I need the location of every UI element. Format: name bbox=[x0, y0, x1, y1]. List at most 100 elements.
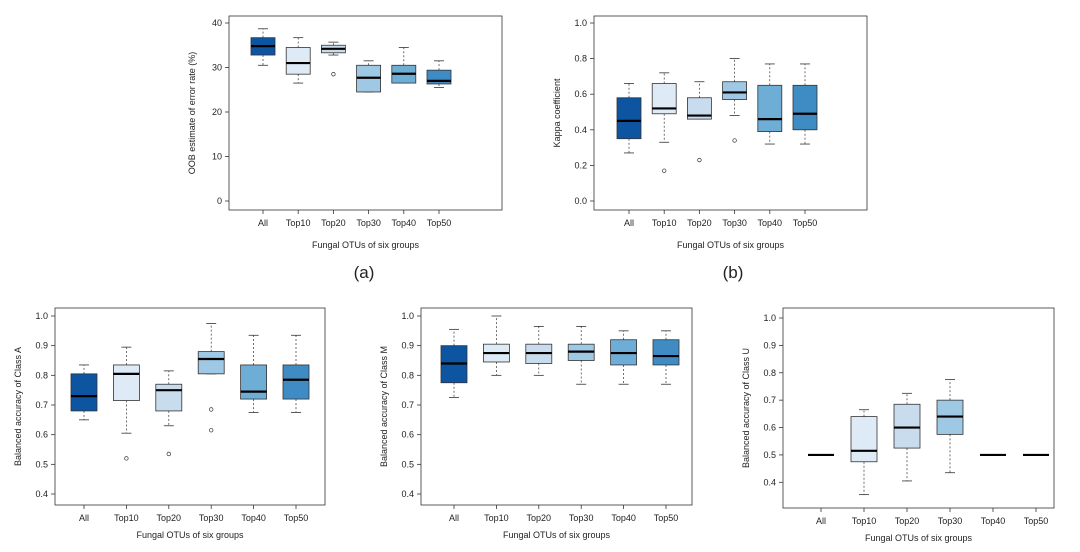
outlier-point bbox=[124, 456, 129, 461]
x-tick-label: All bbox=[79, 513, 89, 523]
x-tick-label: Top50 bbox=[654, 513, 679, 523]
x-tick-label: Top20 bbox=[157, 513, 182, 523]
outlier-point bbox=[732, 138, 737, 143]
y-tick-label: 0.7 bbox=[401, 400, 414, 410]
chart-panel: 0.4 0.5 0.6 0.7 0.8 0.9 1.0 Balanced accuracy o… bbox=[13, 307, 326, 540]
box bbox=[616, 97, 642, 140]
x-tick-label: Top10 bbox=[114, 513, 139, 523]
x-tick-label: All bbox=[816, 516, 826, 526]
y-tick-label: 0.6 bbox=[401, 430, 414, 440]
chart-panel: 0.0 0.2 0.4 0.6 0.8 1.0 Kappa coefficient All To… bbox=[552, 15, 868, 250]
y-tick-label: 0.7 bbox=[763, 395, 776, 405]
x-tick-label: All bbox=[624, 218, 634, 228]
chart-panel: 0.4 0.5 0.6 0.7 0.8 0.9 1.0 Balanced accuracy o… bbox=[741, 307, 1055, 543]
y-tick-label: 0.5 bbox=[763, 450, 776, 460]
outlier-point bbox=[209, 407, 214, 412]
y-tick-label: 0.0 bbox=[574, 196, 587, 206]
y-tick-label: 0.9 bbox=[35, 341, 48, 351]
y-tick-label: 0.9 bbox=[763, 340, 776, 350]
x-tick-label: Top10 bbox=[852, 516, 877, 526]
box bbox=[722, 81, 747, 100]
outlier-point bbox=[662, 168, 667, 173]
panel-label-a: (a) bbox=[354, 263, 375, 282]
y-tick-label: 1.0 bbox=[35, 311, 48, 321]
y-tick-label: 0 bbox=[217, 196, 222, 206]
y-tick-label: 0.4 bbox=[763, 477, 776, 487]
panel-label-b: (b) bbox=[723, 263, 744, 282]
x-tick-label: All bbox=[258, 218, 268, 228]
y-tick-label: 0.5 bbox=[401, 459, 414, 469]
box bbox=[70, 373, 98, 412]
y-tick-label: 0.4 bbox=[574, 125, 587, 135]
plot-frame bbox=[228, 15, 503, 211]
y-tick-label: 1.0 bbox=[763, 313, 776, 323]
x-axis-label: Fungal OTUs of six groups bbox=[865, 533, 973, 543]
y-axis-label: Kappa coefficient bbox=[552, 78, 562, 147]
x-tick-label: Top40 bbox=[981, 516, 1006, 526]
outlier-point bbox=[697, 157, 702, 163]
x-tick-label: Top30 bbox=[569, 513, 594, 523]
x-tick-label: Top10 bbox=[484, 513, 509, 523]
x-tick-label: Top10 bbox=[652, 218, 677, 228]
y-tick-label: 0.4 bbox=[35, 489, 48, 499]
x-tick-label: Top30 bbox=[938, 516, 963, 526]
plot-frame bbox=[54, 307, 326, 506]
x-tick-label: Top50 bbox=[427, 218, 452, 228]
plot-frame bbox=[782, 307, 1055, 509]
y-tick-label: 40 bbox=[212, 18, 222, 28]
y-tick-label: 30 bbox=[212, 63, 222, 73]
x-axis-label: Fungal OTUs of six groups bbox=[677, 240, 785, 250]
x-tick-label: Top50 bbox=[284, 513, 309, 523]
y-tick-label: 0.6 bbox=[763, 423, 776, 433]
box bbox=[197, 351, 225, 375]
y-tick-label: 0.6 bbox=[574, 89, 587, 99]
x-tick-label: Top20 bbox=[687, 218, 712, 228]
box bbox=[285, 47, 311, 75]
box bbox=[155, 383, 183, 412]
x-tick-label: Top40 bbox=[611, 513, 636, 523]
y-tick-label: 1.0 bbox=[401, 311, 414, 321]
outlier-point bbox=[331, 72, 336, 77]
box bbox=[652, 339, 680, 366]
plot-frame bbox=[420, 307, 693, 506]
y-tick-label: 0.6 bbox=[35, 430, 48, 440]
x-tick-label: Top40 bbox=[758, 218, 783, 228]
x-tick-label: Top20 bbox=[895, 516, 920, 526]
x-axis-label: Fungal OTUs of six groups bbox=[136, 530, 244, 540]
box bbox=[792, 84, 818, 131]
box bbox=[240, 364, 268, 400]
box bbox=[113, 364, 140, 401]
x-tick-label: Top20 bbox=[321, 218, 346, 228]
y-tick-label: 1.0 bbox=[574, 18, 587, 28]
x-tick-label: Top50 bbox=[793, 218, 818, 228]
y-tick-label: 10 bbox=[212, 152, 222, 162]
y-axis-label: Balanced accuracy of Class A bbox=[13, 347, 23, 466]
y-tick-label: 0.5 bbox=[35, 459, 48, 469]
y-tick-label: 0.4 bbox=[401, 489, 414, 499]
y-tick-label: 0.8 bbox=[401, 370, 414, 380]
outlier-point bbox=[209, 428, 214, 433]
plot-frame bbox=[593, 15, 868, 211]
x-tick-label: Top50 bbox=[1024, 516, 1049, 526]
x-tick-label: Top10 bbox=[286, 218, 311, 228]
outlier-point bbox=[166, 451, 171, 457]
y-axis-label: Balanced accuracy of Class M bbox=[379, 346, 389, 467]
box bbox=[687, 97, 712, 120]
box bbox=[893, 403, 921, 449]
box bbox=[757, 84, 783, 132]
chart-panel: 0.4 0.5 0.6 0.7 0.8 0.9 1.0 Balanced accuracy o… bbox=[379, 307, 693, 540]
x-tick-label: Top30 bbox=[356, 218, 381, 228]
x-tick-label: Top30 bbox=[722, 218, 747, 228]
x-tick-label: Top30 bbox=[199, 513, 224, 523]
y-tick-label: 0.8 bbox=[763, 368, 776, 378]
y-tick-label: 0.8 bbox=[574, 54, 587, 64]
y-tick-label: 20 bbox=[212, 107, 222, 117]
box bbox=[850, 416, 878, 463]
y-tick-label: 0.9 bbox=[401, 341, 414, 351]
box bbox=[282, 364, 310, 400]
y-axis-label: Balanced accuracy of Class U bbox=[741, 348, 751, 468]
x-tick-label: Top20 bbox=[527, 513, 552, 523]
chart-panel: 0 10 20 30 40 OOB estimate of error rate (%) A… bbox=[187, 15, 503, 250]
y-tick-label: 0.8 bbox=[35, 370, 48, 380]
